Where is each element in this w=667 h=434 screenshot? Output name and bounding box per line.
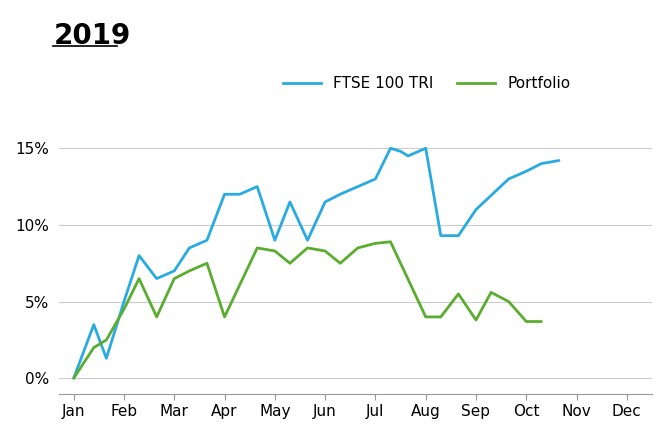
Text: 2019: 2019 — [53, 22, 131, 50]
Legend: FTSE 100 TRI, Portfolio: FTSE 100 TRI, Portfolio — [277, 70, 576, 97]
